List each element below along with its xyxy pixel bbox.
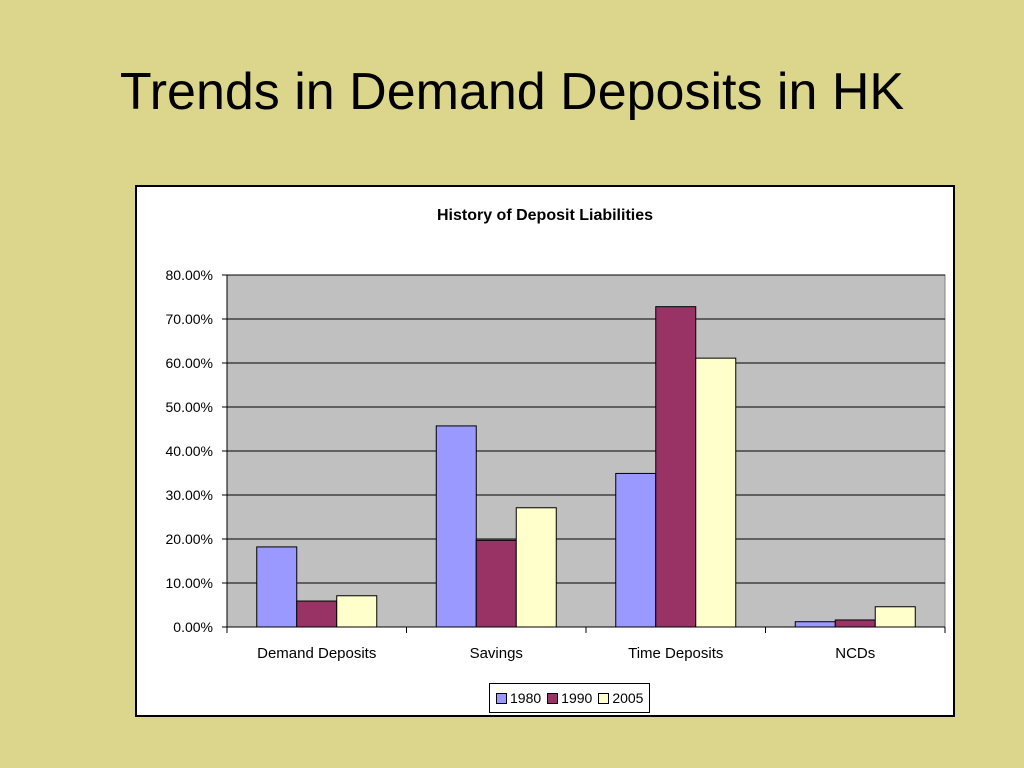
y-tick-label: 0.00% [173, 619, 213, 635]
legend-item-1990: 1990 [547, 690, 592, 706]
legend-label: 1980 [510, 690, 542, 706]
y-tick-label: 50.00% [166, 399, 213, 415]
chart-legend: 1980 1990 2005 [489, 683, 651, 713]
legend-item-1980: 1980 [496, 690, 541, 706]
bar-2005-1 [515, 507, 557, 628]
legend-swatch [547, 692, 559, 704]
legend-label: 1990 [561, 690, 593, 706]
legend-swatch [598, 692, 610, 704]
bar-1980-3 [794, 621, 836, 628]
x-tick-label: Demand Deposits [257, 645, 376, 662]
y-tick-label: 20.00% [166, 531, 213, 547]
x-tick-label: Time Deposits [628, 645, 723, 662]
y-tick-label: 10.00% [166, 575, 213, 591]
x-tick-label: Savings [470, 645, 523, 662]
y-tick-label: 60.00% [166, 355, 213, 371]
bar-1990-0 [296, 600, 338, 628]
y-tick-label: 80.00% [166, 267, 213, 283]
chart-frame: History of Deposit Liabilities 0.00% 10.0… [135, 185, 955, 717]
legend-item-2005: 2005 [598, 690, 643, 706]
chart-title: History of Deposit Liabilities [436, 207, 654, 224]
x-tick-label: NCDs [835, 645, 875, 662]
y-tick-label: 40.00% [166, 443, 213, 459]
legend-label: 2005 [612, 690, 644, 706]
bar-2005-0 [336, 595, 378, 628]
bar-2005-3 [874, 606, 916, 628]
bar-1990-1 [475, 539, 517, 628]
legend-swatch [496, 692, 507, 704]
slide-title: Trends in Demand Deposits in HK [119, 63, 905, 121]
bar-2005-2 [695, 357, 737, 628]
y-tick-label: 30.00% [166, 487, 213, 503]
bar-1980-0 [256, 546, 298, 628]
y-tick-label: 70.00% [166, 311, 213, 327]
bar-1990-3 [834, 619, 876, 628]
bar-1980-2 [615, 472, 657, 628]
bar-1990-2 [655, 306, 697, 628]
bar-chart: 0.00% 10.00% 20.00% 30.00% 40.00% 50.00% 60.00… [166, 267, 946, 662]
bar-1980-1 [435, 425, 477, 628]
